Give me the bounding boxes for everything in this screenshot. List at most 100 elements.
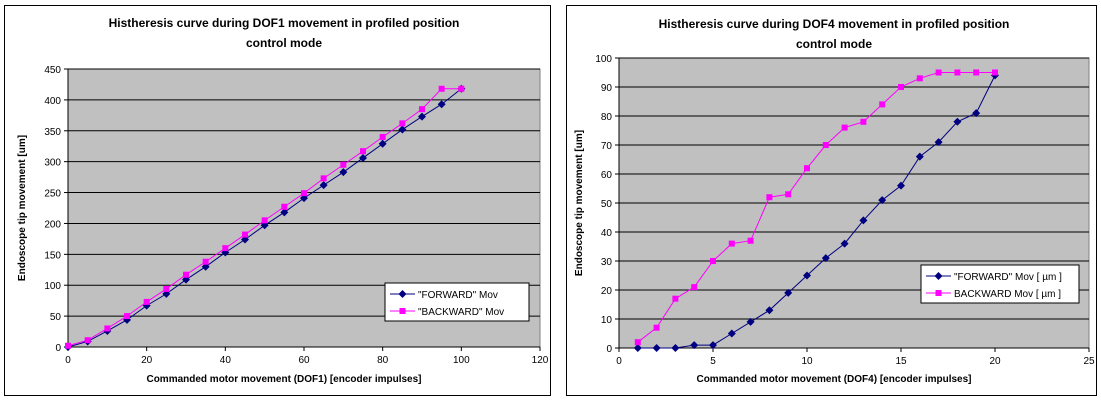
- y-tick-label: 150: [44, 250, 61, 261]
- data-point: [973, 69, 980, 76]
- chart-title-line: Histheresis curve during DOF1 movement i…: [109, 16, 460, 30]
- y-tick-label: 70: [601, 141, 613, 152]
- data-point: [727, 329, 736, 338]
- data-point: [821, 254, 830, 263]
- chart-svg: Histheresis curve during DOF1 movement i…: [17, 16, 549, 385]
- data-point: [672, 295, 679, 302]
- data-point: [747, 237, 754, 244]
- data-point: [840, 239, 849, 248]
- data-point: [690, 341, 699, 350]
- data-point: [653, 324, 660, 331]
- x-tick-label: 20: [989, 356, 1001, 367]
- data-point: [398, 125, 407, 134]
- data-point: [242, 231, 248, 238]
- x-tick-label: 80: [377, 355, 389, 366]
- x-tick-label: 25: [1083, 356, 1095, 367]
- legend: "FORWARD" Mov "BACKWARD" Mov: [384, 282, 530, 322]
- legend: "FORWARD" Mov [ µm ] BACKWARD Mov [ µm ]: [920, 264, 1080, 304]
- x-tick-label: 60: [298, 355, 310, 366]
- data-point: [340, 161, 347, 168]
- data-point: [746, 317, 755, 326]
- data-point: [280, 208, 289, 217]
- data-point: [634, 339, 641, 346]
- data-point: [691, 284, 698, 291]
- y-tick-label: 100: [595, 54, 612, 65]
- data-point: [898, 84, 904, 90]
- data-point: [437, 100, 446, 109]
- legend-marker: [398, 290, 407, 298]
- data-point: [785, 191, 792, 198]
- data-point: [803, 271, 811, 280]
- legend-marker: [934, 272, 943, 280]
- legend-marker: [399, 308, 406, 314]
- y-tick-label: 250: [44, 189, 61, 200]
- data-point: [438, 85, 445, 92]
- data-point: [915, 152, 924, 161]
- chart-dof1: Histheresis curve during DOF1 movement i…: [4, 5, 551, 396]
- y-tick-label: 450: [44, 65, 61, 76]
- chart-title-line: control mode: [246, 36, 322, 50]
- data-point: [222, 245, 229, 252]
- data-point: [104, 325, 111, 332]
- data-point: [84, 337, 91, 344]
- data-point: [359, 153, 367, 162]
- data-point: [399, 120, 406, 127]
- legend-box: [384, 282, 530, 322]
- data-point: [710, 258, 716, 264]
- data-point: [897, 181, 905, 190]
- data-point: [728, 240, 735, 247]
- y-tick-label: 60: [601, 170, 613, 181]
- y-tick-label: 20: [601, 286, 613, 297]
- y-tick-label: 350: [44, 127, 61, 138]
- series-line: [637, 72, 995, 343]
- data-point: [652, 344, 661, 352]
- chart-title-line: Histheresis curve during DOF4 movement i…: [659, 17, 1010, 31]
- data-point: [418, 112, 426, 121]
- data-point: [860, 118, 867, 125]
- x-tick-label: 120: [532, 355, 549, 366]
- data-point: [281, 203, 288, 210]
- chart-svg: Histheresis curve during DOF4 movement i…: [574, 17, 1095, 385]
- data-point: [859, 216, 868, 225]
- y-tick-label: 30: [601, 257, 613, 268]
- legend-label: "BACKWARD" Mov: [418, 307, 504, 318]
- data-point: [419, 106, 425, 113]
- data-point: [319, 181, 328, 190]
- data-point: [804, 165, 810, 172]
- x-tick-label: 0: [65, 355, 71, 366]
- x-axis-label: Commanded motor movement (DOF4) [encoder…: [696, 374, 971, 385]
- chart-title-line: control mode: [796, 37, 872, 51]
- data-point: [671, 344, 680, 352]
- series-square: [634, 69, 998, 346]
- data-point: [379, 133, 386, 140]
- y-axis-label: Endoscope tip movement [um]: [574, 130, 585, 276]
- data-point: [143, 298, 150, 305]
- data-point: [992, 69, 998, 76]
- data-point: [709, 341, 717, 350]
- data-point: [784, 288, 793, 297]
- data-point: [953, 117, 962, 126]
- data-point: [934, 138, 943, 147]
- data-point: [916, 75, 923, 82]
- x-tick-label: 0: [616, 356, 622, 367]
- y-tick-label: 200: [44, 219, 61, 230]
- y-tick-label: 10: [601, 315, 613, 326]
- data-point: [301, 190, 307, 197]
- data-point: [879, 101, 886, 108]
- data-point: [202, 258, 209, 265]
- data-point: [954, 69, 961, 76]
- y-tick-label: 50: [601, 199, 613, 210]
- data-point: [65, 342, 71, 349]
- y-tick-label: 100: [44, 281, 61, 292]
- y-tick-label: 300: [44, 158, 61, 169]
- data-point: [972, 109, 981, 118]
- data-point: [822, 142, 829, 148]
- y-tick-label: 50: [50, 312, 62, 323]
- data-point: [163, 285, 170, 292]
- y-tick-label: 90: [601, 83, 613, 94]
- data-point: [183, 271, 189, 278]
- x-tick-label: 100: [453, 355, 470, 366]
- legend-label: "FORWARD" Mov [ µm ]: [954, 272, 1062, 283]
- x-tick-label: 15: [895, 356, 907, 367]
- legend-marker: [935, 290, 942, 296]
